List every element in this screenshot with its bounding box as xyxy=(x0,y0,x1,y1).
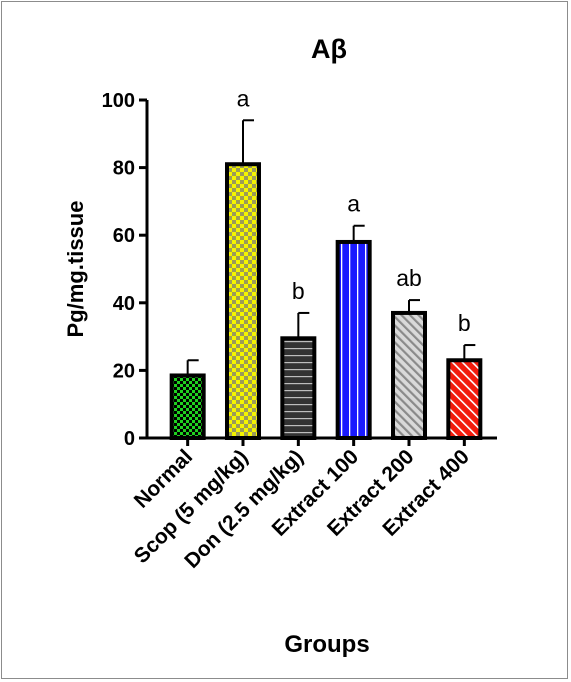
significance-label: b xyxy=(292,278,305,304)
significance-label: b xyxy=(458,310,471,336)
bar-4 xyxy=(391,310,427,440)
bar-3 xyxy=(335,239,372,440)
x-axis-label: Groups xyxy=(284,631,369,658)
significance-label: a xyxy=(237,85,250,111)
y-axis-label: Pg/mg.tissue xyxy=(63,201,88,338)
y-tick-label: 80 xyxy=(113,158,135,180)
y-ticks: 0 20 40 60 80 100 xyxy=(102,90,147,450)
chart-title: Aβ xyxy=(311,34,347,64)
significance-label: a xyxy=(347,191,360,217)
bar-2 xyxy=(280,336,317,441)
bar-0 xyxy=(169,373,206,440)
y-tick-label: 0 xyxy=(124,428,135,450)
y-tick-label: 20 xyxy=(113,360,135,382)
significance-label: ab xyxy=(396,265,422,291)
bar-1 xyxy=(225,162,261,440)
y-tick-label: 100 xyxy=(102,90,135,112)
y-tick-label: 40 xyxy=(113,293,135,315)
y-tick-label: 60 xyxy=(113,225,135,247)
bar-5 xyxy=(446,358,483,441)
